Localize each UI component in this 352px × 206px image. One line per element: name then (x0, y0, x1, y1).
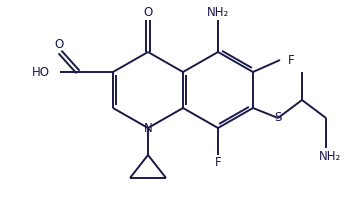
Text: NH₂: NH₂ (319, 150, 341, 163)
Text: N: N (144, 122, 152, 135)
Text: O: O (54, 37, 64, 50)
Text: F: F (288, 54, 295, 67)
Text: S: S (274, 110, 282, 124)
Text: F: F (215, 157, 221, 170)
Text: NH₂: NH₂ (207, 6, 229, 19)
Text: HO: HO (32, 66, 50, 78)
Text: O: O (143, 6, 153, 19)
